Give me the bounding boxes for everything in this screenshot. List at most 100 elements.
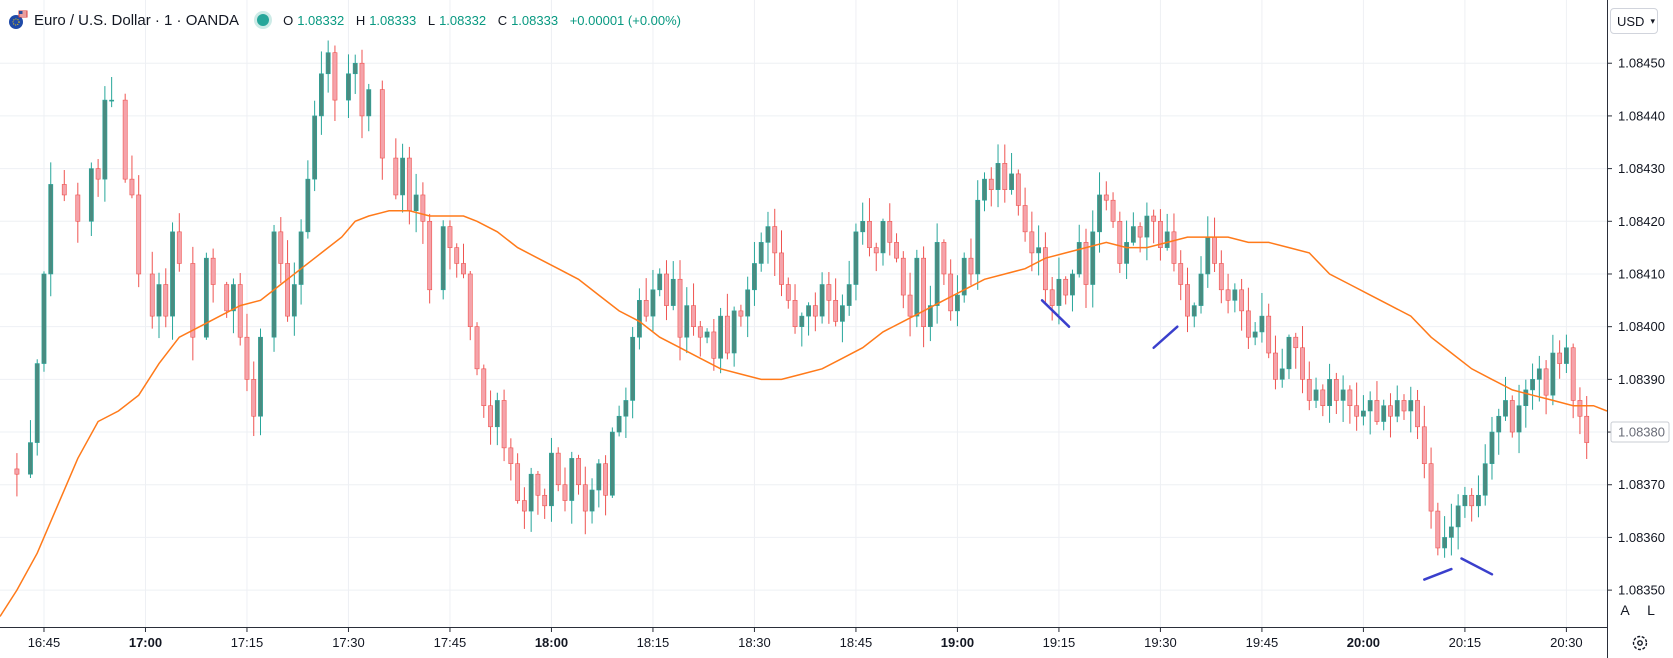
price-axis-panel — [1607, 0, 1673, 658]
high-label: H — [355, 12, 366, 28]
candle-body — [447, 226, 453, 248]
candle-body — [278, 231, 284, 264]
candle-body — [1516, 405, 1522, 433]
candle-body — [1185, 284, 1190, 317]
candle-body — [1536, 368, 1542, 380]
auto-scale-label: A — [1620, 602, 1630, 618]
candle-body — [948, 273, 954, 312]
time-tick-label: 18:30 — [738, 635, 771, 650]
candle-body — [576, 458, 581, 486]
candle-body — [833, 300, 839, 322]
time-tick-label: 17:45 — [434, 635, 467, 650]
candle-body — [1205, 236, 1211, 275]
candle-body — [359, 62, 365, 117]
candle-body — [1381, 405, 1387, 422]
candle-body — [988, 178, 994, 190]
symbol-legend: Euro / U.S. Dollar · 1 · OANDA O 1.08332 … — [8, 8, 685, 32]
change-value: +0.00001 (+0.00%) — [569, 12, 682, 28]
candle-body — [474, 326, 480, 370]
candle-body — [860, 220, 866, 233]
candle-body — [1476, 494, 1481, 507]
symbol-title[interactable]: Euro / U.S. Dollar · 1 · OANDA — [34, 11, 240, 29]
candle-body — [731, 310, 737, 354]
candle-body — [1117, 220, 1123, 264]
trendline — [1423, 567, 1453, 581]
candle-body — [1496, 415, 1502, 433]
candle-body — [711, 331, 717, 359]
candle-body — [1279, 368, 1285, 380]
candle-body — [102, 99, 108, 180]
candle-body — [1266, 315, 1272, 354]
candle-body — [650, 289, 656, 317]
candle-body — [1097, 194, 1102, 233]
candle-body — [400, 157, 405, 196]
candle-body — [1178, 263, 1184, 285]
candle-body — [826, 284, 832, 301]
auto-scale-button[interactable]: A — [1614, 598, 1636, 622]
candle-body — [176, 231, 182, 264]
candle-body — [616, 415, 622, 433]
candle-body — [149, 273, 155, 317]
candle-body — [921, 257, 926, 327]
candle-body — [156, 284, 162, 317]
candle-body — [670, 278, 676, 306]
time-tick-label: 17:30 — [332, 635, 365, 650]
high-value: 1.08333 — [369, 12, 417, 28]
candle-body — [203, 257, 209, 338]
close-label: C — [497, 12, 508, 28]
candle-body — [461, 263, 466, 275]
candle-body — [569, 458, 575, 501]
candle-body — [1110, 199, 1116, 222]
candle-body — [413, 194, 419, 212]
candle-body — [1503, 400, 1508, 417]
candle-body — [1523, 389, 1529, 407]
gear-icon[interactable] — [1630, 633, 1650, 653]
candle-body — [1388, 405, 1393, 417]
candle-body — [961, 257, 967, 296]
candle-body — [251, 379, 257, 417]
currency-label: USD — [1617, 13, 1645, 29]
price-tick-label: 1.08370 — [1618, 477, 1665, 492]
time-tick-label: 20:15 — [1449, 635, 1482, 650]
candle-body — [129, 178, 135, 196]
candle-body — [1063, 278, 1069, 296]
candle-body — [393, 157, 399, 196]
time-tick-label: 19:45 — [1246, 635, 1279, 650]
candle-body — [1164, 231, 1170, 248]
candle-body — [48, 184, 54, 275]
price-tick-label: 1.08410 — [1618, 266, 1665, 281]
candle-body — [28, 442, 33, 475]
candle-body — [562, 484, 568, 501]
candle-body — [1191, 305, 1197, 317]
candle-body — [298, 231, 304, 285]
candle-body — [535, 473, 541, 496]
candle-body — [1002, 163, 1008, 190]
currency-button[interactable]: USD ▾ — [1610, 8, 1658, 34]
trendline-drawings[interactable] — [1040, 299, 1494, 581]
candle-body — [1056, 278, 1062, 306]
candle-body — [41, 273, 47, 364]
candle-body — [1333, 379, 1339, 401]
market-status-dot-icon[interactable] — [257, 14, 270, 26]
time-tick-label: 20:00 — [1347, 635, 1380, 650]
price-tick-label: 1.08440 — [1618, 108, 1665, 123]
candle-body — [258, 336, 263, 417]
log-scale-button[interactable]: L — [1640, 598, 1662, 622]
log-scale-label: L — [1647, 602, 1655, 618]
low-value: 1.08332 — [439, 12, 487, 28]
candle-body — [1070, 273, 1075, 296]
candle-body — [379, 89, 385, 159]
candle-body — [1286, 336, 1292, 370]
candle-body — [819, 284, 825, 317]
candle-body — [582, 484, 588, 512]
candle-body — [1103, 194, 1109, 201]
candle-body — [291, 284, 297, 317]
candle-body — [420, 194, 426, 222]
candle-body — [1225, 289, 1231, 301]
candle-body — [1442, 537, 1448, 549]
candle-body — [765, 226, 771, 243]
candle-body — [34, 363, 40, 443]
candle-body — [122, 99, 128, 180]
